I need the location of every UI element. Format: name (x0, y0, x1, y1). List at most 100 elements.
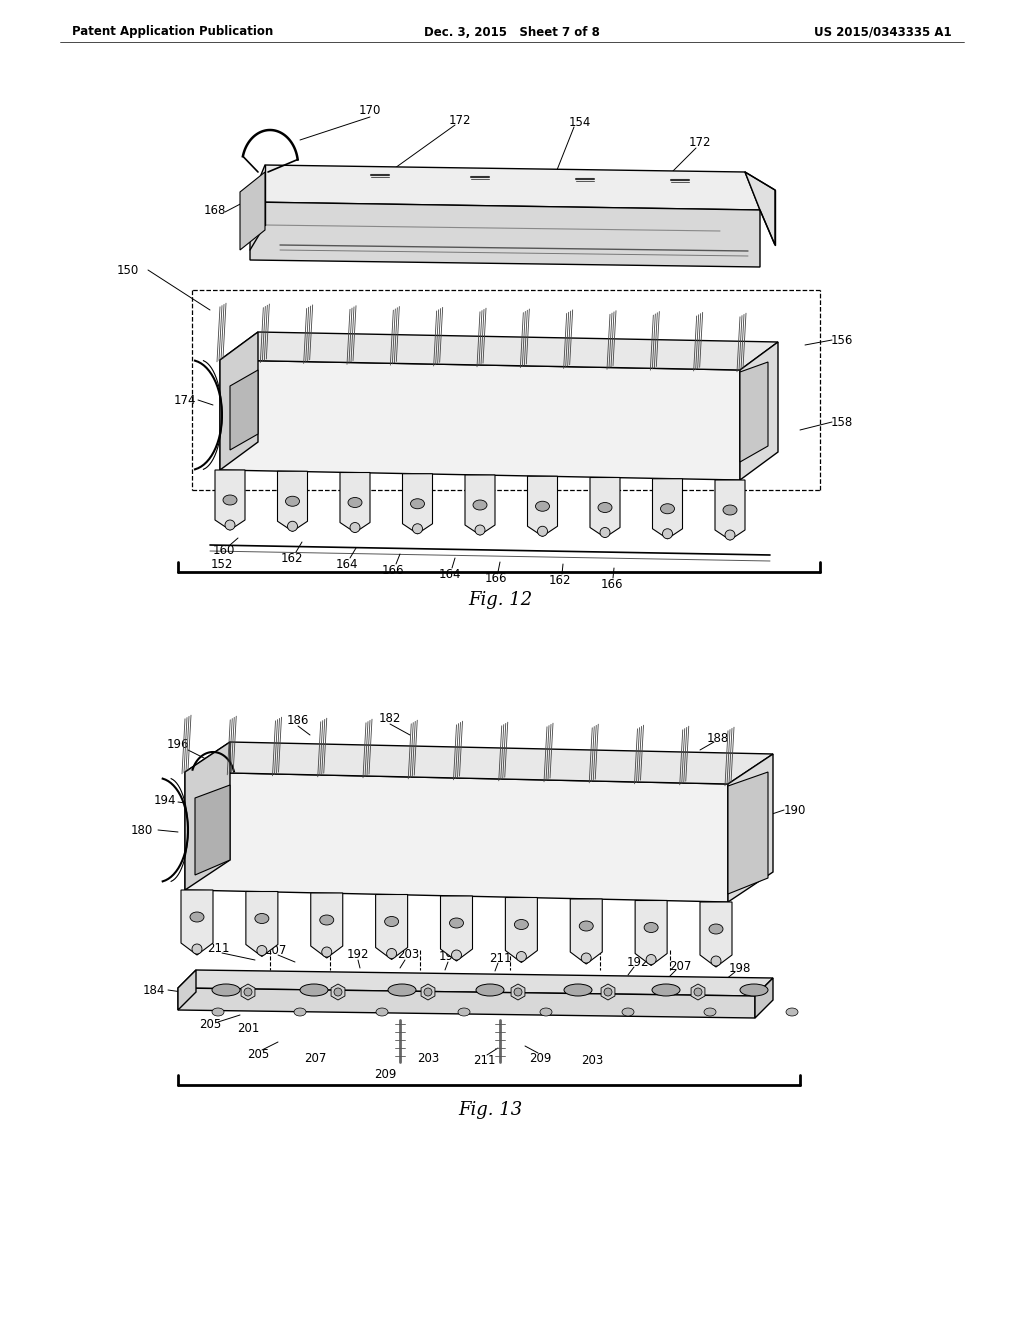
Polygon shape (527, 477, 557, 536)
Text: 170: 170 (358, 103, 381, 116)
Ellipse shape (255, 913, 269, 924)
Ellipse shape (376, 1008, 388, 1016)
Circle shape (322, 946, 332, 957)
Ellipse shape (212, 983, 240, 997)
Polygon shape (250, 165, 760, 210)
Ellipse shape (652, 983, 680, 997)
Text: Dec. 3, 2015   Sheet 7 of 8: Dec. 3, 2015 Sheet 7 of 8 (424, 25, 600, 38)
Ellipse shape (348, 498, 362, 507)
Circle shape (604, 987, 612, 997)
Text: 211: 211 (473, 1053, 496, 1067)
Polygon shape (440, 896, 472, 961)
Polygon shape (246, 891, 278, 957)
Ellipse shape (740, 983, 768, 997)
Text: 152: 152 (211, 558, 233, 572)
Circle shape (514, 987, 522, 997)
Ellipse shape (411, 499, 425, 508)
Circle shape (538, 527, 548, 536)
Circle shape (582, 953, 591, 964)
Text: Patent Application Publication: Patent Application Publication (72, 25, 273, 38)
Circle shape (694, 987, 702, 997)
Text: 207: 207 (264, 944, 286, 957)
Polygon shape (240, 172, 265, 249)
Polygon shape (728, 772, 768, 894)
Ellipse shape (190, 912, 204, 921)
Text: 172: 172 (449, 114, 471, 127)
Circle shape (725, 531, 735, 540)
Polygon shape (652, 479, 683, 539)
Ellipse shape (564, 983, 592, 997)
Polygon shape (465, 475, 495, 535)
Polygon shape (178, 970, 773, 997)
Text: 192: 192 (627, 956, 649, 969)
Ellipse shape (723, 506, 737, 515)
Text: 160: 160 (213, 544, 236, 557)
Polygon shape (310, 894, 343, 958)
Text: 211: 211 (207, 941, 229, 954)
Polygon shape (590, 478, 620, 537)
Polygon shape (700, 902, 732, 968)
Polygon shape (278, 471, 307, 531)
Text: 184: 184 (142, 983, 165, 997)
Ellipse shape (660, 504, 675, 513)
Circle shape (387, 949, 396, 958)
Polygon shape (376, 895, 408, 960)
Text: 164: 164 (438, 568, 461, 581)
Text: 166: 166 (382, 564, 404, 577)
Ellipse shape (212, 1008, 224, 1016)
Polygon shape (570, 899, 602, 964)
Text: 194: 194 (154, 793, 176, 807)
Circle shape (424, 987, 432, 997)
Circle shape (413, 524, 423, 533)
Text: 196: 196 (167, 738, 189, 751)
Polygon shape (715, 480, 745, 540)
Text: 156: 156 (830, 334, 853, 346)
Polygon shape (220, 333, 258, 470)
Text: 150: 150 (117, 264, 139, 276)
Text: 166: 166 (484, 572, 507, 585)
Circle shape (244, 987, 252, 997)
Circle shape (257, 945, 267, 956)
Polygon shape (215, 470, 245, 531)
Ellipse shape (598, 503, 612, 512)
Circle shape (452, 950, 462, 960)
Circle shape (193, 944, 202, 954)
Polygon shape (185, 772, 728, 902)
Text: 198: 198 (439, 950, 461, 964)
Text: 166: 166 (601, 578, 624, 590)
Text: 162: 162 (549, 573, 571, 586)
Ellipse shape (286, 496, 299, 507)
Ellipse shape (385, 916, 398, 927)
Text: 182: 182 (379, 711, 401, 725)
Text: 192: 192 (347, 949, 370, 961)
Polygon shape (728, 754, 773, 902)
Text: 203: 203 (397, 949, 419, 961)
Polygon shape (178, 987, 755, 1018)
Text: 162: 162 (281, 552, 303, 565)
Circle shape (475, 525, 485, 535)
Text: 209: 209 (528, 1052, 551, 1064)
Circle shape (711, 956, 721, 966)
Circle shape (516, 952, 526, 961)
Text: 198: 198 (729, 961, 752, 974)
Text: 205: 205 (199, 1019, 221, 1031)
Polygon shape (755, 978, 773, 1018)
Text: 209: 209 (374, 1068, 396, 1081)
Ellipse shape (786, 1008, 798, 1016)
Circle shape (600, 528, 610, 537)
Polygon shape (181, 890, 213, 954)
Ellipse shape (473, 500, 487, 510)
Text: 201: 201 (237, 1022, 259, 1035)
Polygon shape (195, 785, 230, 875)
Text: 188: 188 (707, 731, 729, 744)
Polygon shape (745, 172, 775, 246)
Polygon shape (250, 202, 760, 267)
Polygon shape (185, 742, 773, 784)
Polygon shape (178, 970, 196, 1010)
Text: 164: 164 (336, 557, 358, 570)
Text: 180: 180 (131, 824, 154, 837)
Text: US 2015/0343335 A1: US 2015/0343335 A1 (814, 25, 952, 38)
Text: 207: 207 (669, 960, 691, 973)
Circle shape (288, 521, 298, 531)
Ellipse shape (319, 915, 334, 925)
